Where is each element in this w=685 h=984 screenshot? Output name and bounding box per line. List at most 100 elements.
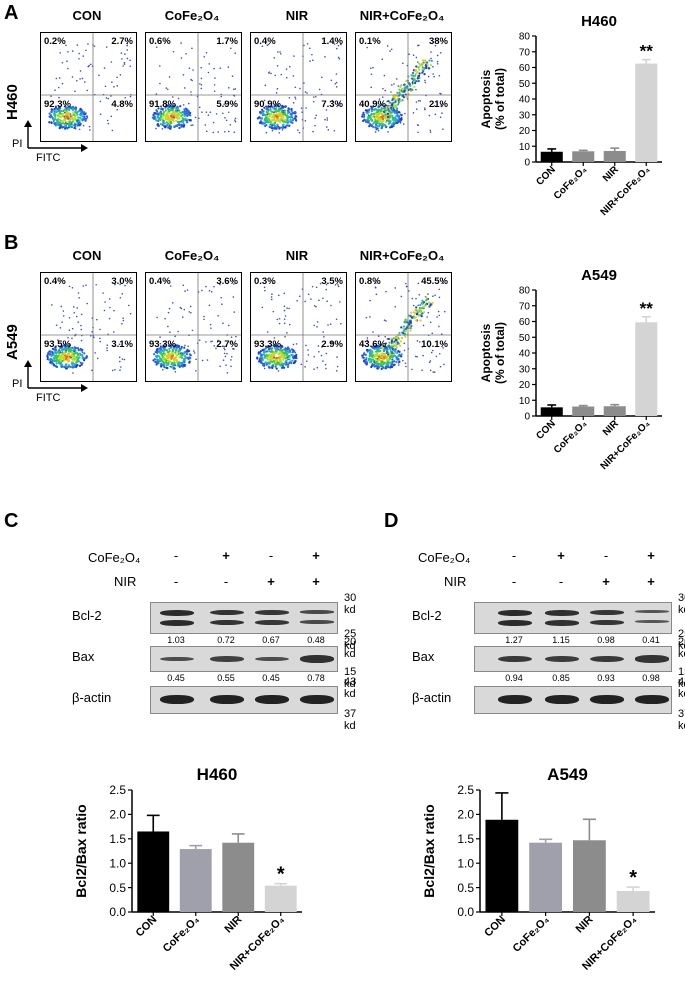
x-tick-label: NIR xyxy=(601,164,622,185)
quadrant-upper-right: 3.6% xyxy=(216,276,238,287)
y-tick-label: 0.5 xyxy=(109,881,126,895)
y-axis-label: Apoptosis (% of total) xyxy=(479,322,507,384)
band xyxy=(300,655,334,663)
scatter xyxy=(146,273,241,381)
kd-marker: 30 kd xyxy=(678,592,685,616)
row-label: A549 xyxy=(4,324,21,360)
quadrant-upper-right: 1.4% xyxy=(321,36,343,47)
axis-arrows xyxy=(24,120,88,152)
flow-plot: 0.4% 3.0% 93.5% 3.1% xyxy=(40,272,137,382)
condition-title: NIR xyxy=(285,8,309,23)
kd-marker: 37 kd xyxy=(678,708,685,732)
protein-label: β-actin xyxy=(412,690,452,705)
cofe-sign: + xyxy=(557,548,565,563)
y-tick-label: 60 xyxy=(519,63,531,74)
bar xyxy=(485,819,519,912)
scatter xyxy=(356,33,451,141)
scatter xyxy=(41,273,136,381)
chart-title: H460 xyxy=(581,13,617,30)
bar xyxy=(572,840,606,912)
y-tick-label: 20 xyxy=(519,380,531,391)
treatment-label-nir: NIR xyxy=(114,574,137,589)
x-tick-label: CoFe₂O₄ xyxy=(511,914,552,955)
y-tick-label: 20 xyxy=(519,126,531,137)
y-tick-label: 60 xyxy=(519,317,531,328)
bar xyxy=(635,322,658,416)
treatment-label-cofe2o4: CoFe₂O₄ xyxy=(418,550,471,565)
y-tick-label: 10 xyxy=(519,396,531,407)
band-ratio: 1.15 xyxy=(552,635,570,645)
y-tick-label: 0 xyxy=(524,158,530,169)
band xyxy=(210,656,244,662)
condition-title: CON xyxy=(72,248,102,263)
band xyxy=(300,695,334,704)
quadrant-upper-right: 45.5% xyxy=(421,276,448,287)
panel-letter-c: C xyxy=(4,510,19,532)
band xyxy=(300,620,334,624)
nir-sign: - xyxy=(511,574,517,589)
condition-title: CoFe₂O₄ xyxy=(164,8,220,23)
y-label-line1: Apoptosis xyxy=(479,69,493,128)
quadrant-upper-left: 0.8% xyxy=(359,276,381,287)
quadrant-lower-right: 21% xyxy=(428,99,448,110)
y-tick-label: 50 xyxy=(519,79,531,90)
band xyxy=(635,620,669,623)
band-ratio: 0.78 xyxy=(307,673,325,683)
kd-marker: 43 kd xyxy=(344,676,357,700)
panel-letter-b: B xyxy=(4,232,19,254)
blot-strip xyxy=(150,602,338,634)
blot-strip xyxy=(150,686,338,714)
apoptosis-chart-h460: H460 0 10 20 30 40 50 60 70 80 Apoptosis (% of tota… xyxy=(479,13,662,218)
band-ratio: 0.98 xyxy=(642,673,660,683)
band xyxy=(498,655,532,663)
axis-label-fitc: FITC xyxy=(36,392,61,404)
nir-sign: - xyxy=(223,574,229,589)
quadrant-lower-right: 4.8% xyxy=(111,99,133,110)
condition-title: CON xyxy=(72,8,102,23)
x-tick-label: CoFe₂O₄ xyxy=(552,418,590,456)
band xyxy=(545,620,579,626)
blot-strip xyxy=(474,686,672,714)
bar xyxy=(572,151,595,162)
quadrant-upper-left: 0.6% xyxy=(149,36,171,47)
quadrant-lower-right: 5.9% xyxy=(216,99,238,110)
axis-arrows xyxy=(24,360,88,392)
bar xyxy=(179,849,212,912)
y-tick-label: 0.5 xyxy=(457,881,474,895)
y-tick-label: 30 xyxy=(519,364,531,375)
y-tick-label: 40 xyxy=(519,349,531,360)
scatter xyxy=(356,273,451,381)
x-tick-label: CON xyxy=(534,418,558,442)
kd-marker: 20 kd xyxy=(344,636,357,660)
quadrant-upper-right: 3.5% xyxy=(321,276,343,287)
quadrant-upper-left: 0.3% xyxy=(254,276,276,287)
x-tick-label: NIR xyxy=(574,914,596,936)
y-tick-label: 0 xyxy=(524,412,530,423)
x-tick-label: NIR xyxy=(601,418,622,439)
western-blot-a549: CoFe₂O₄ NIR - - + - - + + + Bcl-2 30 kd 25 kd 1.27 1.1… xyxy=(410,540,685,750)
quadrant-upper-left: 0.4% xyxy=(44,276,66,287)
band xyxy=(590,610,624,616)
significance-mark: ** xyxy=(640,42,654,61)
quadrant-lower-left: 93.3% xyxy=(149,339,176,350)
nir-sign: + xyxy=(267,574,275,589)
y-tick-label: 2.0 xyxy=(457,808,474,822)
blot-strip xyxy=(474,602,672,634)
y-tick-label: 30 xyxy=(519,110,531,121)
quadrant-upper-left: 0.2% xyxy=(44,36,66,47)
kd-marker: 37 kd xyxy=(344,708,357,732)
nir-sign: + xyxy=(602,574,610,589)
bar xyxy=(572,406,595,416)
cofe-sign: + xyxy=(312,548,320,563)
quadrant-upper-right: 38% xyxy=(428,36,448,47)
scatter xyxy=(251,273,346,381)
y-tick-label: 10 xyxy=(519,142,531,153)
band-ratio: 0.93 xyxy=(597,673,615,683)
cofe-sign: + xyxy=(647,548,655,563)
band-ratio: 0.85 xyxy=(552,673,570,683)
blot-strip xyxy=(150,646,338,672)
nir-sign: + xyxy=(312,574,320,589)
bar xyxy=(540,407,563,416)
y-tick-label: 70 xyxy=(519,301,531,312)
y-label-line2: (% of total) xyxy=(493,322,507,384)
